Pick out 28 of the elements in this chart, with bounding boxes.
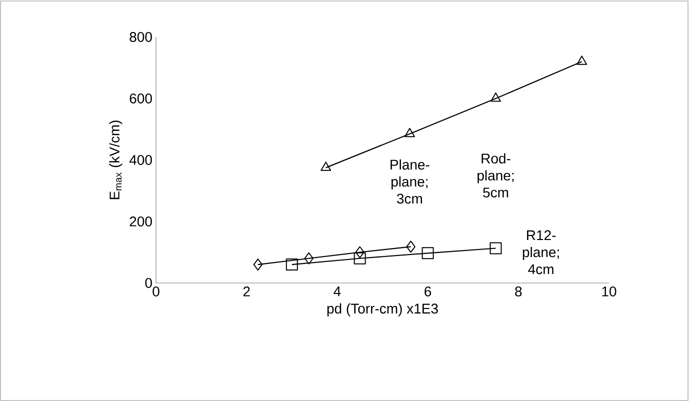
x-tick-label: 4: [334, 286, 341, 296]
x-tick-label: 10: [602, 286, 616, 296]
annotation: Plane-plane; 3cm: [390, 159, 430, 204]
point: [490, 92, 502, 102]
point: [355, 246, 364, 258]
point: [404, 128, 415, 138]
point: [253, 258, 263, 271]
point: [320, 162, 332, 171]
x-tick-label: 0: [152, 286, 160, 296]
x-tick-label: 2: [243, 286, 250, 296]
point: [576, 56, 588, 65]
annotation: R12-plane; 4cm: [522, 230, 559, 274]
y-tick-label: 800: [130, 32, 152, 42]
y-tick-label: 400: [129, 155, 152, 165]
y-tick-label: 200: [130, 216, 152, 226]
point: [422, 247, 434, 260]
x-tick-label: 6: [424, 286, 432, 296]
y-axis-title: E$_{max}$ (kV/cm): [109, 120, 122, 200]
point: [490, 242, 502, 254]
y-tick-label: 0: [145, 278, 152, 288]
annotation: Rod-plane; 5cm: [478, 153, 514, 198]
point: [304, 252, 314, 264]
point: [286, 258, 298, 271]
y-tick-label: 600: [130, 94, 152, 104]
point: [406, 240, 416, 253]
x-axis-title: pd (Torr-cm) x1E3: [327, 303, 438, 316]
x-tick-label: 8: [515, 286, 522, 296]
point: [354, 252, 366, 264]
